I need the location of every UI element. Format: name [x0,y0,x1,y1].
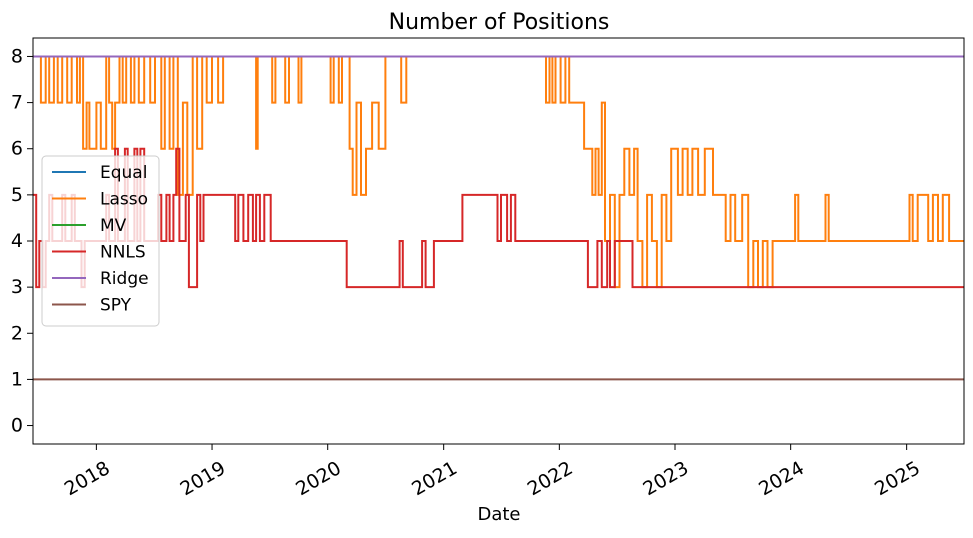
x-tick-label: 2021 [408,457,461,500]
x-ticks: 2018 2019 2020 2021 2022 2023 2024 2025 [61,444,924,500]
legend-label-spy: SPY [100,296,132,316]
series-line-nnls [33,147,964,289]
y-tick-label: 6 [11,138,23,160]
x-tick-label: 2023 [639,457,692,500]
y-tick-label: 7 [11,92,23,114]
x-axis-label: Date [477,504,520,525]
series-layer [33,55,964,381]
x-tick-label: 2020 [292,457,345,500]
x-tick-label: 2019 [176,457,229,500]
x-tick-label: 2018 [61,457,114,500]
legend-label-mv: MV [100,216,127,236]
y-tick-label: 5 [11,184,23,206]
legend-label-lasso: Lasso [100,190,148,210]
x-tick-label: 2025 [871,457,924,500]
y-tick-label: 1 [11,368,23,390]
chart-title: Number of Positions [389,10,610,35]
y-tick-label: 8 [11,45,23,67]
legend-label-ridge: Ridge [100,269,149,289]
x-tick-label: 2024 [755,457,808,500]
y-ticks: 0 1 2 3 4 5 6 7 8 [11,45,33,437]
y-tick-label: 2 [11,322,23,344]
legend-label-nnls: NNLS [100,243,146,263]
series-line-lasso [33,55,964,289]
y-tick-label: 3 [11,276,23,298]
legend: Equal Lasso MV NNLS Ridge SPY [41,155,160,327]
x-tick-label: 2022 [524,457,577,500]
legend-label-equal: Equal [100,163,147,183]
y-tick-label: 4 [11,230,23,252]
y-tick-label: 0 [11,415,23,437]
